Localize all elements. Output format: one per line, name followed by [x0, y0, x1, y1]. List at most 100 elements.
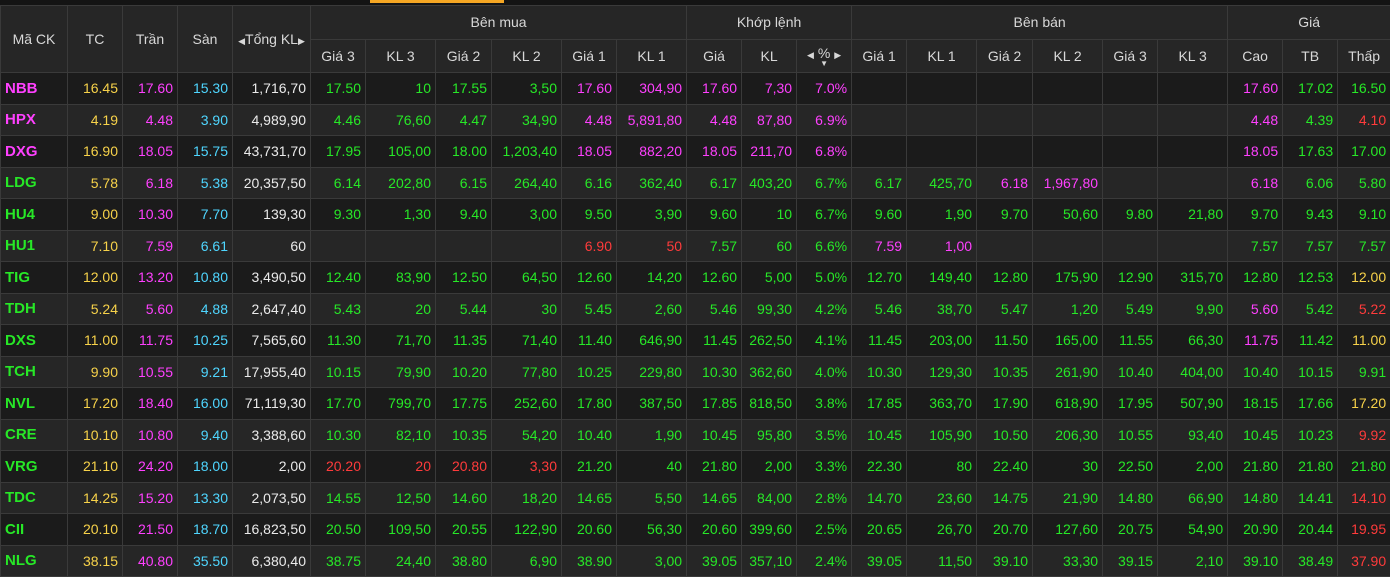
cell-vol: 2,073,50	[232, 481, 311, 514]
cell-buy-vol-2: 30	[491, 292, 562, 325]
cell-buy-price-2: 17.55	[435, 72, 492, 105]
table-row[interactable]: TCH 9.90 10.55 9.21 17,955,40 10.15 79,90 10.20…	[0, 355, 1390, 388]
header-buy-price-2[interactable]: Giá 2	[435, 38, 492, 73]
cell-average: 21.80	[1282, 450, 1339, 483]
cell-buy-price-3: 10.15	[310, 355, 366, 388]
cell-high: 21.80	[1227, 450, 1284, 483]
cell-sym[interactable]: TDC	[0, 481, 68, 514]
cell-sym[interactable]: DXG	[0, 135, 68, 168]
cell-vol: 17,955,40	[232, 355, 311, 388]
cell-sym[interactable]: CRE	[0, 418, 68, 451]
table-row[interactable]: CRE 10.10 10.80 9.40 3,388,60 10.30 82,10 10.35…	[0, 418, 1390, 451]
cell-sym[interactable]: DXS	[0, 324, 68, 357]
cell-sell-price-2	[976, 135, 1034, 168]
header-ref[interactable]: TC	[67, 5, 123, 73]
table-row[interactable]: NVL 17.20 18.40 16.00 71,119,30 17.70 799,70 17…	[0, 387, 1390, 420]
table-row[interactable]: TIG 12.00 13.20 10.80 3,490,50 12.40 83,90 12.5…	[0, 261, 1390, 294]
cell-buy-price-3	[310, 229, 366, 262]
cell-sell-price-3: 9.80	[1102, 198, 1159, 231]
table-row[interactable]: NLG 38.15 40.80 35.50 6,380,40 38.75 24,40 38.8…	[0, 544, 1390, 577]
cell-sym[interactable]: TIG	[0, 261, 68, 294]
caret-left-icon[interactable]: ◀	[807, 49, 814, 60]
header-sell-vol-3[interactable]: KL 3	[1157, 38, 1229, 73]
cell-floor: 35.50	[177, 544, 233, 577]
cell-buy-vol-1: 40	[615, 450, 688, 483]
caret-right-icon[interactable]: ▶	[297, 36, 305, 46]
table-row[interactable]: TDH 5.24 5.60 4.88 2,647,40 5.43 20 5.44 30 5.45 2…	[0, 292, 1390, 325]
sort-desc-icon[interactable]: ▼	[820, 58, 829, 68]
cell-sym[interactable]: HU1	[0, 229, 68, 262]
table-row[interactable]: HPX 4.19 4.48 3.90 4,989,90 4.46 76,60 4.47 34,9…	[0, 103, 1390, 136]
header-total-volume[interactable]: ◀Tổng KL▶	[232, 5, 311, 73]
header-sell-price-2[interactable]: Giá 2	[976, 38, 1034, 73]
cell-vol: 16,823,50	[232, 513, 311, 546]
cell-sym[interactable]: VRG	[0, 450, 68, 483]
table-row[interactable]: CII 20.10 21.50 18.70 16,823,50 20.50 109,50 20…	[0, 513, 1390, 546]
cell-sell-price-2: 17.90	[976, 387, 1034, 420]
cell-sym[interactable]: TDH	[0, 292, 68, 325]
cell-low: 17.20	[1337, 387, 1390, 420]
cell-floor: 3.90	[177, 103, 233, 136]
header-match-percent[interactable]: ◀ % ▶ ▼	[796, 38, 853, 73]
cell-sym[interactable]: NLG	[0, 544, 68, 577]
cell-buy-price-2: 10.35	[435, 418, 492, 451]
cell-average: 12.53	[1282, 261, 1339, 294]
cell-sell-vol-3: 404,00	[1157, 355, 1229, 388]
cell-average: 17.66	[1282, 387, 1339, 420]
cell-sell-vol-1: 1,90	[906, 198, 978, 231]
table-row[interactable]: LDG 5.78 6.18 5.38 20,357,50 6.14 202,80 6.15 26…	[0, 166, 1390, 199]
cell-sym[interactable]: HU4	[0, 198, 68, 231]
cell-sym[interactable]: NBB	[0, 72, 68, 105]
cell-buy-vol-1: 304,90	[615, 72, 688, 105]
header-sell-price-3[interactable]: Giá 3	[1102, 38, 1159, 73]
header-buy-vol-2[interactable]: KL 2	[491, 38, 562, 73]
cell-floor: 9.40	[177, 418, 233, 451]
table-row[interactable]: DXS 11.00 11.75 10.25 7,565,60 11.30 71,70 11.3…	[0, 324, 1390, 357]
caret-right-icon[interactable]: ▶	[834, 49, 842, 60]
cell-low: 17.00	[1337, 135, 1390, 168]
cell-ceil: 24.20	[122, 450, 178, 483]
table-row[interactable]: TDC 14.25 15.20 13.30 2,073,50 14.55 12,50 14.6…	[0, 481, 1390, 514]
header-sell-price-1[interactable]: Giá 1	[851, 38, 908, 73]
cell-sell-price-1: 5.46	[851, 292, 908, 325]
cell-ceil: 17.60	[122, 72, 178, 105]
cell-sym[interactable]: LDG	[0, 166, 68, 199]
header-low[interactable]: Thấp	[1337, 38, 1390, 73]
header-high[interactable]: Cao	[1227, 38, 1284, 73]
header-match-vol[interactable]: KL	[741, 38, 798, 73]
cell-high: 17.60	[1227, 72, 1284, 105]
header-average[interactable]: TB	[1282, 38, 1339, 73]
table-row[interactable]: HU1 7.10 7.59 6.61 60 6.90 50 7.57 60 6.6% 7.59 1,0…	[0, 229, 1390, 262]
cell-buy-vol-3: 1,30	[365, 198, 436, 231]
cell-buy-vol-1: 229,80	[615, 355, 688, 388]
header-sell-vol-1[interactable]: KL 1	[906, 38, 978, 73]
caret-left-icon[interactable]: ◀	[238, 36, 246, 46]
header-symbol[interactable]: Mã CK	[0, 5, 68, 73]
cell-sym[interactable]: TCH	[0, 355, 68, 388]
cell-match-percent: 3.3%	[796, 450, 853, 483]
table-row[interactable]: HU4 9.00 10.30 7.70 139,30 9.30 1,30 9.40 3,00 9.…	[0, 198, 1390, 231]
table-row[interactable]: DXG 16.90 18.05 15.75 43,731,70 17.95 105,00 18…	[0, 135, 1390, 168]
cell-sell-vol-3: 2,10	[1157, 544, 1229, 577]
header-buy-vol-1[interactable]: KL 1	[615, 38, 688, 73]
cell-match-vol: 403,20	[741, 166, 798, 199]
cell-sell-price-2: 6.18	[976, 166, 1034, 199]
table-row[interactable]: NBB 16.45 17.60 15.30 1,716,70 17.50 10 17.55 3,…	[0, 72, 1390, 105]
cell-sym[interactable]: HPX	[0, 103, 68, 136]
header-floor[interactable]: Sàn	[177, 5, 233, 73]
header-sell-vol-2[interactable]: KL 2	[1032, 38, 1104, 73]
header-match-price[interactable]: Giá	[686, 38, 743, 73]
cell-high: 20.90	[1227, 513, 1284, 546]
cell-sell-price-3: 22.50	[1102, 450, 1159, 483]
header-buy-price-1[interactable]: Giá 1	[561, 38, 617, 73]
cell-sym[interactable]: NVL	[0, 387, 68, 420]
cell-sell-price-2: 22.40	[976, 450, 1034, 483]
cell-buy-price-1: 4.48	[561, 103, 617, 136]
cell-buy-price-1: 21.20	[561, 450, 617, 483]
header-ceiling[interactable]: Trần	[122, 5, 178, 73]
cell-sym[interactable]: CII	[0, 513, 68, 546]
header-buy-price-3[interactable]: Giá 3	[310, 38, 366, 73]
table-row[interactable]: VRG 21.10 24.20 18.00 2,00 20.20 20 20.80 3,30 21…	[0, 450, 1390, 483]
cell-sell-vol-2	[1032, 103, 1104, 136]
header-buy-vol-3[interactable]: KL 3	[365, 38, 436, 73]
